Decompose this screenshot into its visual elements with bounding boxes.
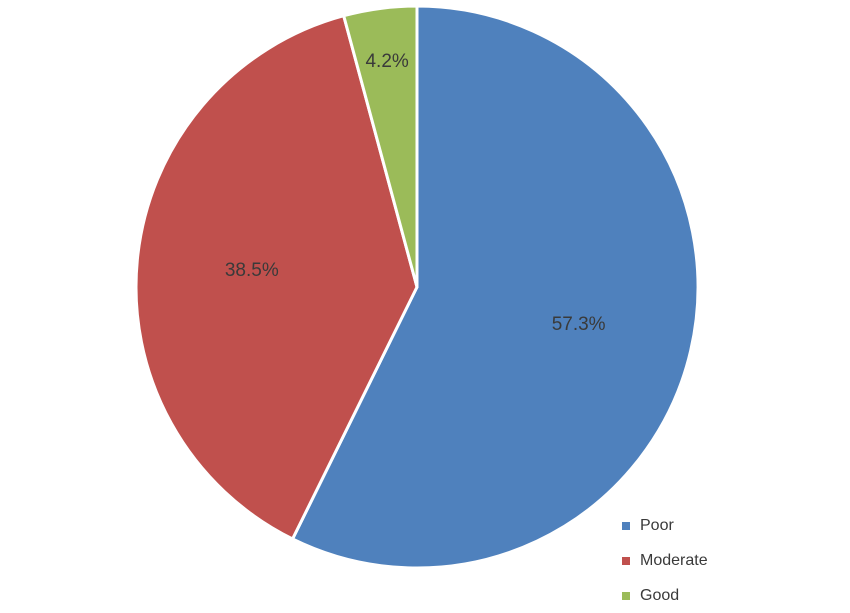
pie-slice-poor	[291, 4, 700, 570]
legend-label-poor: Poor	[640, 516, 674, 534]
legend-label-moderate: Moderate	[640, 551, 708, 569]
pie-slices	[134, 4, 700, 570]
legend-swatch-moderate	[622, 556, 630, 565]
legend-swatch-good	[622, 591, 630, 600]
data-label-good: 4.2%	[365, 51, 408, 72]
data-label-poor: 57.3%	[552, 314, 606, 335]
legend: Poor Moderate Good	[622, 508, 708, 613]
pie-slice-moderate	[134, 14, 419, 541]
legend-item-good: Good	[622, 578, 708, 613]
legend-label-good: Good	[640, 586, 680, 604]
pie-data-labels: 57.3% 38.5% 4.2%	[225, 51, 606, 335]
legend-swatch-poor	[622, 521, 630, 530]
pie-slice-good	[342, 4, 419, 289]
legend-item-poor: Poor	[622, 508, 708, 543]
legend-item-moderate: Moderate	[622, 543, 708, 578]
data-label-moderate: 38.5%	[225, 260, 279, 281]
